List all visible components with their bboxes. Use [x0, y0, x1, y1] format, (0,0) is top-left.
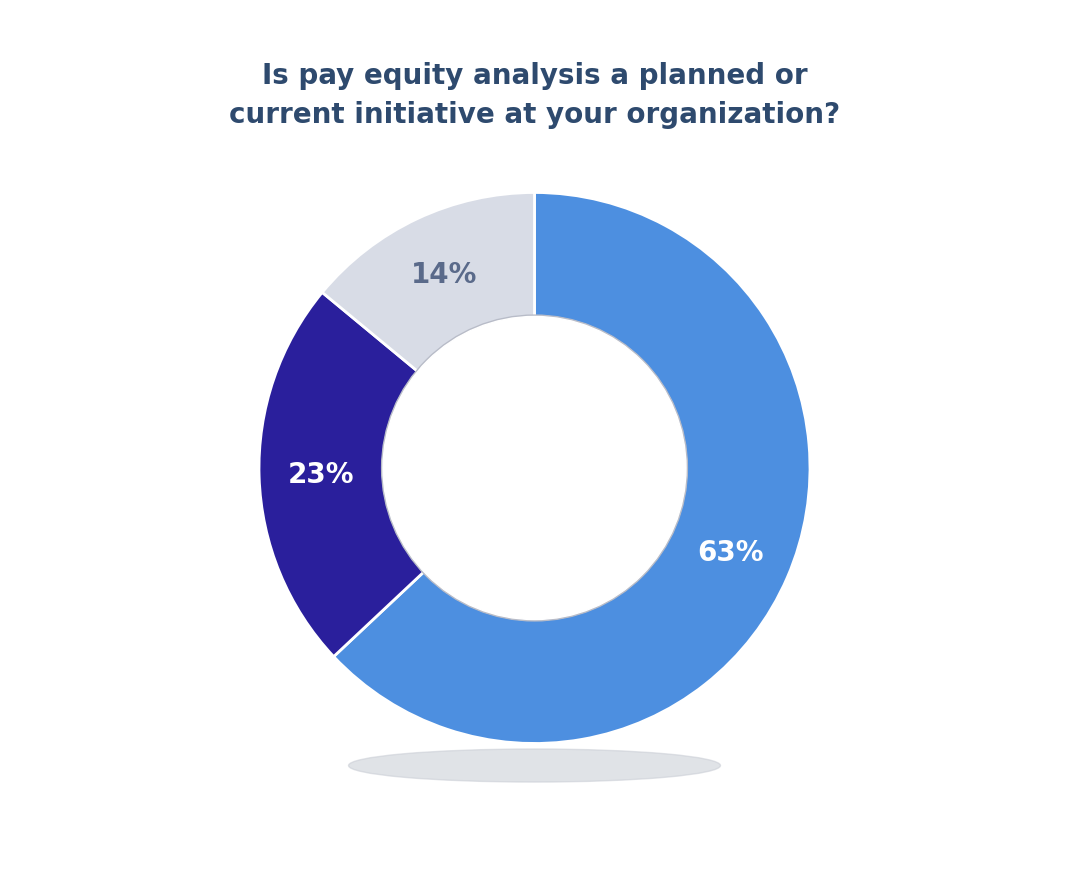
- Circle shape: [383, 316, 686, 620]
- Circle shape: [382, 315, 687, 621]
- Text: 14%: 14%: [410, 260, 477, 289]
- Wedge shape: [322, 192, 534, 372]
- Wedge shape: [334, 192, 810, 743]
- Text: 23%: 23%: [288, 461, 354, 488]
- Wedge shape: [259, 292, 424, 657]
- Text: Is pay equity analysis a planned or
current initiative at your organization?: Is pay equity analysis a planned or curr…: [229, 62, 840, 129]
- Ellipse shape: [348, 749, 721, 782]
- Text: 63%: 63%: [697, 539, 763, 567]
